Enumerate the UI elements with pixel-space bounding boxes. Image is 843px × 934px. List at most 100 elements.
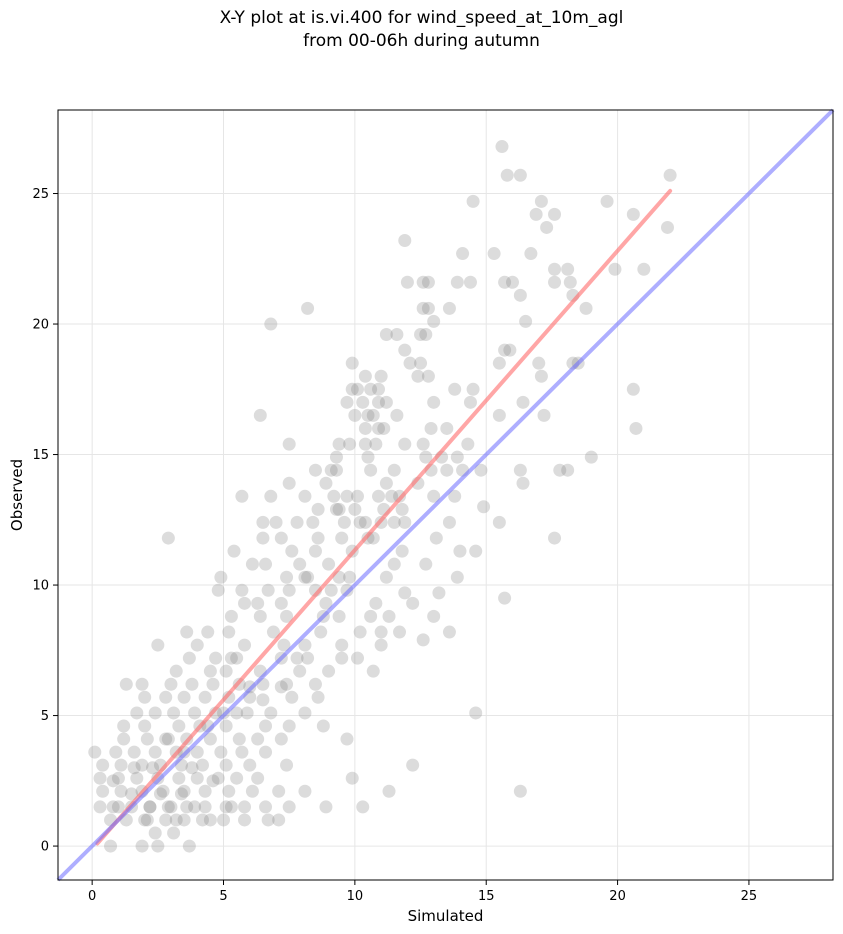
scatter-point bbox=[251, 596, 265, 610]
scatter-point bbox=[190, 745, 204, 759]
scatter-point bbox=[469, 544, 483, 558]
scatter-point bbox=[660, 220, 674, 234]
scatter-point bbox=[280, 758, 294, 772]
scatter-point bbox=[114, 758, 128, 772]
scatter-point bbox=[398, 586, 412, 600]
scatter-point bbox=[227, 544, 241, 558]
scatter-point bbox=[419, 557, 433, 571]
scatter-point bbox=[264, 706, 278, 720]
scatter-point bbox=[308, 677, 322, 691]
scatter-point bbox=[282, 719, 296, 733]
scatter-point bbox=[406, 758, 420, 772]
scatter-point bbox=[153, 787, 167, 801]
scatter-point bbox=[529, 207, 543, 221]
scatter-point bbox=[429, 531, 443, 545]
scatter-point bbox=[393, 625, 407, 639]
scatter-point bbox=[117, 719, 131, 733]
scatter-point bbox=[553, 463, 567, 477]
scatter-point bbox=[340, 732, 354, 746]
scatter-point bbox=[146, 761, 160, 775]
scatter-point bbox=[219, 719, 233, 733]
scatter-point bbox=[440, 463, 454, 477]
scatter-point bbox=[127, 745, 141, 759]
scatter-point bbox=[419, 450, 433, 464]
scatter-point bbox=[106, 800, 120, 814]
scatter-point bbox=[372, 395, 386, 409]
scatter-point bbox=[513, 288, 527, 302]
reference-lines bbox=[56, 108, 835, 882]
scatter-point bbox=[185, 761, 199, 775]
scatter-point bbox=[440, 421, 454, 435]
scatter-point bbox=[358, 515, 372, 529]
scatter-point bbox=[285, 690, 299, 704]
scatter-point bbox=[214, 745, 228, 759]
scatter-point bbox=[138, 813, 152, 827]
scatter-point bbox=[280, 677, 294, 691]
scatter-point bbox=[266, 625, 280, 639]
scatter-point bbox=[369, 437, 383, 451]
chart-title-line-2: from 00-06h during autumn bbox=[303, 31, 540, 51]
scatter-point bbox=[125, 787, 139, 801]
scatter-point bbox=[327, 489, 341, 503]
scatter-point bbox=[117, 732, 131, 746]
scatter-point bbox=[203, 732, 217, 746]
scatter-point bbox=[403, 356, 417, 370]
scatter-point bbox=[301, 301, 315, 315]
scatter-point bbox=[503, 343, 517, 357]
scatter-point bbox=[329, 450, 343, 464]
scatter-point bbox=[369, 596, 383, 610]
scatter-point bbox=[608, 262, 622, 276]
scatter-point bbox=[540, 220, 554, 234]
scatter-point bbox=[398, 343, 412, 357]
scatter-point bbox=[143, 800, 157, 814]
scatter-point bbox=[442, 625, 456, 639]
scatter-point bbox=[358, 421, 372, 435]
scatter-point bbox=[382, 784, 396, 798]
scatter-point bbox=[348, 408, 362, 422]
scatter-point bbox=[148, 706, 162, 720]
scatter-point bbox=[314, 625, 328, 639]
scatter-point bbox=[516, 395, 530, 409]
scatter-point bbox=[561, 262, 575, 276]
scatter-point bbox=[537, 408, 551, 422]
scatter-point bbox=[311, 690, 325, 704]
scatter-point bbox=[222, 690, 236, 704]
scatter-point bbox=[461, 437, 475, 451]
scatter-point bbox=[332, 609, 346, 623]
scatter-point bbox=[188, 800, 202, 814]
scatter-point bbox=[424, 421, 438, 435]
scatter-point bbox=[534, 194, 548, 208]
scatter-point bbox=[637, 262, 651, 276]
scatter-point bbox=[109, 745, 123, 759]
scatter-point bbox=[450, 275, 464, 289]
scatter-point bbox=[324, 583, 338, 597]
scatter-point bbox=[235, 583, 249, 597]
scatter-point bbox=[219, 664, 233, 678]
scatter-point bbox=[513, 168, 527, 182]
scatter-point bbox=[377, 421, 391, 435]
scatter-point bbox=[177, 813, 191, 827]
scatter-points bbox=[88, 140, 677, 853]
scatter-point bbox=[374, 638, 388, 652]
scatter-point bbox=[230, 771, 244, 785]
scatter-point bbox=[406, 596, 420, 610]
scatter-point bbox=[159, 690, 173, 704]
scatter-point bbox=[135, 758, 149, 772]
x-tick-label: 10 bbox=[347, 889, 364, 904]
scatter-point bbox=[340, 489, 354, 503]
scatter-point bbox=[130, 771, 144, 785]
scatter-point bbox=[106, 774, 120, 788]
scatter-point bbox=[148, 826, 162, 840]
scatter-point bbox=[532, 356, 546, 370]
scatter-point bbox=[259, 800, 273, 814]
scatter-point bbox=[398, 437, 412, 451]
chart-title-line-1: X-Y plot at is.vi.400 for wind_speed_at_… bbox=[219, 8, 624, 28]
scatter-point bbox=[579, 301, 593, 315]
scatter-point bbox=[274, 680, 288, 694]
scatter-point bbox=[340, 395, 354, 409]
scatter-point bbox=[96, 784, 110, 798]
scatter-point bbox=[311, 502, 325, 516]
scatter-point bbox=[290, 651, 304, 665]
scatter-point bbox=[211, 583, 225, 597]
scatter-point bbox=[185, 677, 199, 691]
